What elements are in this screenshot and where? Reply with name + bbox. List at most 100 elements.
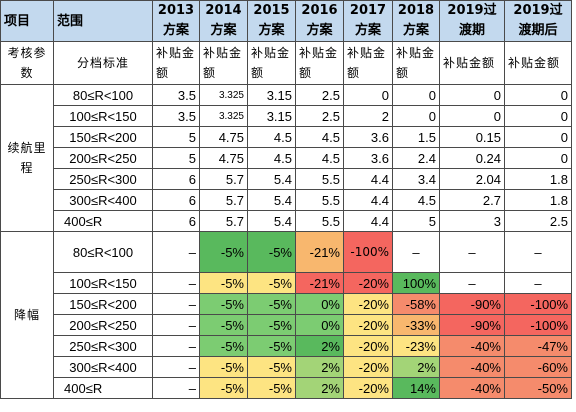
range-cell: 400≤R [53, 210, 153, 232]
value-cell: – [504, 272, 572, 294]
header-2016: 2016方案 [295, 0, 344, 42]
param-label: 考核参数 [0, 41, 54, 85]
value-cell: 0% [295, 293, 344, 315]
value-cell: 5.5 [295, 189, 344, 211]
value-cell: -100% [504, 314, 572, 336]
amount-label: 补贴金额 [392, 41, 440, 85]
range-cell: 80≤R<100 [53, 84, 153, 106]
value-cell: 0 [504, 147, 572, 169]
value-cell: – [152, 356, 200, 378]
amount-label: 补贴金额 [295, 41, 344, 85]
value-cell: 3.5 [152, 84, 200, 106]
range-cell: 200≤R<250 [53, 147, 153, 169]
value-cell: 1.8 [504, 168, 572, 190]
value-cell: – [439, 272, 505, 294]
value-cell: 3.15 [247, 105, 296, 127]
value-cell: 6 [152, 168, 200, 190]
value-cell: 3.4 [392, 168, 440, 190]
value-cell: -20% [343, 377, 393, 399]
value-cell: -20% [343, 335, 393, 357]
header-2013: 2013方案 [152, 0, 200, 42]
header-range: 范围 [53, 0, 153, 42]
value-cell: – [152, 293, 200, 315]
range-cell: 100≤R<150 [53, 105, 153, 127]
table-row: 300≤R<400 6 5.7 5.4 5.5 4.4 4.5 2.7 1.8 [1, 189, 572, 211]
value-cell: -47% [504, 335, 572, 357]
table-row: 200≤R<250 5 4.75 4.5 4.5 3.6 2.4 0.24 0 [1, 147, 572, 169]
value-cell: 0 [504, 105, 572, 127]
value-cell: -5% [247, 272, 296, 294]
value-cell: 2% [392, 356, 440, 378]
value-cell: 0% [295, 314, 344, 336]
value-cell: -5% [247, 231, 296, 273]
value-cell: -40% [439, 377, 505, 399]
value-cell: 5.5 [295, 168, 344, 190]
value-cell: 4.5 [247, 126, 296, 148]
value-cell: 2.04 [439, 168, 505, 190]
value-cell: 2% [295, 377, 344, 399]
header-item: 项目 [0, 0, 54, 42]
value-cell: 5 [152, 147, 200, 169]
table-row: 400≤R 6 5.7 5.4 5.5 4.4 5 3 2.5 [1, 210, 572, 232]
value-cell: 3.325 [199, 105, 248, 127]
amount-label: 补贴金额 [439, 41, 505, 85]
header-2018: 2018方案 [392, 0, 440, 42]
range-cell: 150≤R<200 [53, 293, 153, 315]
value-cell: -100% [343, 231, 393, 273]
value-cell: 1.5 [392, 126, 440, 148]
table-row: 300≤R<400 – -5% -5% 2% -20% 2% -40% -60% [1, 356, 572, 378]
amount-label: 补贴金额 [199, 41, 248, 85]
value-cell: 4.5 [295, 126, 344, 148]
value-cell: 4.75 [199, 126, 248, 148]
value-cell: 2% [295, 335, 344, 357]
value-cell: 4.75 [199, 147, 248, 169]
value-cell: 0.15 [439, 126, 505, 148]
value-cell: – [392, 231, 440, 273]
range-group-label: 续航里程 [0, 84, 54, 232]
value-cell: -40% [439, 335, 505, 357]
value-cell: 4.5 [247, 147, 296, 169]
value-cell: 2.5 [295, 105, 344, 127]
range-cell: 100≤R<150 [53, 272, 153, 294]
value-cell: – [152, 335, 200, 357]
value-cell: -5% [247, 377, 296, 399]
range-cell: 200≤R<250 [53, 314, 153, 336]
value-cell: 14% [392, 377, 440, 399]
value-cell: 0 [439, 105, 505, 127]
value-cell: 5.7 [199, 168, 248, 190]
value-cell: -50% [504, 377, 572, 399]
value-cell: 5 [152, 126, 200, 148]
table-row: 100≤R<150 – -5% -5% -21% -20% 100% – – [1, 272, 572, 294]
value-cell: 3.6 [343, 147, 393, 169]
value-cell: 0.24 [439, 147, 505, 169]
value-cell: -100% [504, 293, 572, 315]
value-cell: 3.5 [152, 105, 200, 127]
value-cell: 6 [152, 189, 200, 211]
range-cell: 300≤R<400 [53, 189, 153, 211]
value-cell: 2.7 [439, 189, 505, 211]
table-row: 250≤R<300 – -5% -5% 2% -20% -23% -40% -4… [1, 335, 572, 357]
value-cell: -90% [439, 293, 505, 315]
value-cell: 5.5 [295, 210, 344, 232]
value-cell: 0 [504, 126, 572, 148]
value-cell: 2.4 [392, 147, 440, 169]
value-cell: 3.325 [199, 84, 248, 106]
header-row: 项目 范围 2013方案 2014方案 2015方案 2016方案 2017方案… [0, 0, 572, 42]
value-cell: -33% [392, 314, 440, 336]
value-cell: – [152, 231, 200, 273]
value-cell: – [504, 231, 572, 273]
subsidy-table: 项目 范围 2013方案 2014方案 2015方案 2016方案 2017方案… [0, 0, 572, 399]
range-cell: 150≤R<200 [53, 126, 153, 148]
table-row: 150≤R<200 5 4.75 4.5 4.5 3.6 1.5 0.15 0 [1, 126, 572, 148]
value-cell: 5.7 [199, 210, 248, 232]
value-cell: 2.5 [504, 210, 572, 232]
value-cell: 3.6 [343, 126, 393, 148]
table-row: 100≤R<150 3.5 3.325 3.15 2.5 2 0 0 0 [1, 105, 572, 127]
value-cell: 5.4 [247, 189, 296, 211]
value-cell: -20% [343, 272, 393, 294]
value-cell: 4.5 [392, 189, 440, 211]
value-cell: 4.4 [343, 189, 393, 211]
table-row: 降幅 80≤R<100 – -5% -5% -21% -100% – – – [0, 231, 572, 399]
table-row: 200≤R<250 – -5% -5% 0% -20% -33% -90% -1… [1, 314, 572, 336]
range-cell: 250≤R<300 [53, 335, 153, 357]
